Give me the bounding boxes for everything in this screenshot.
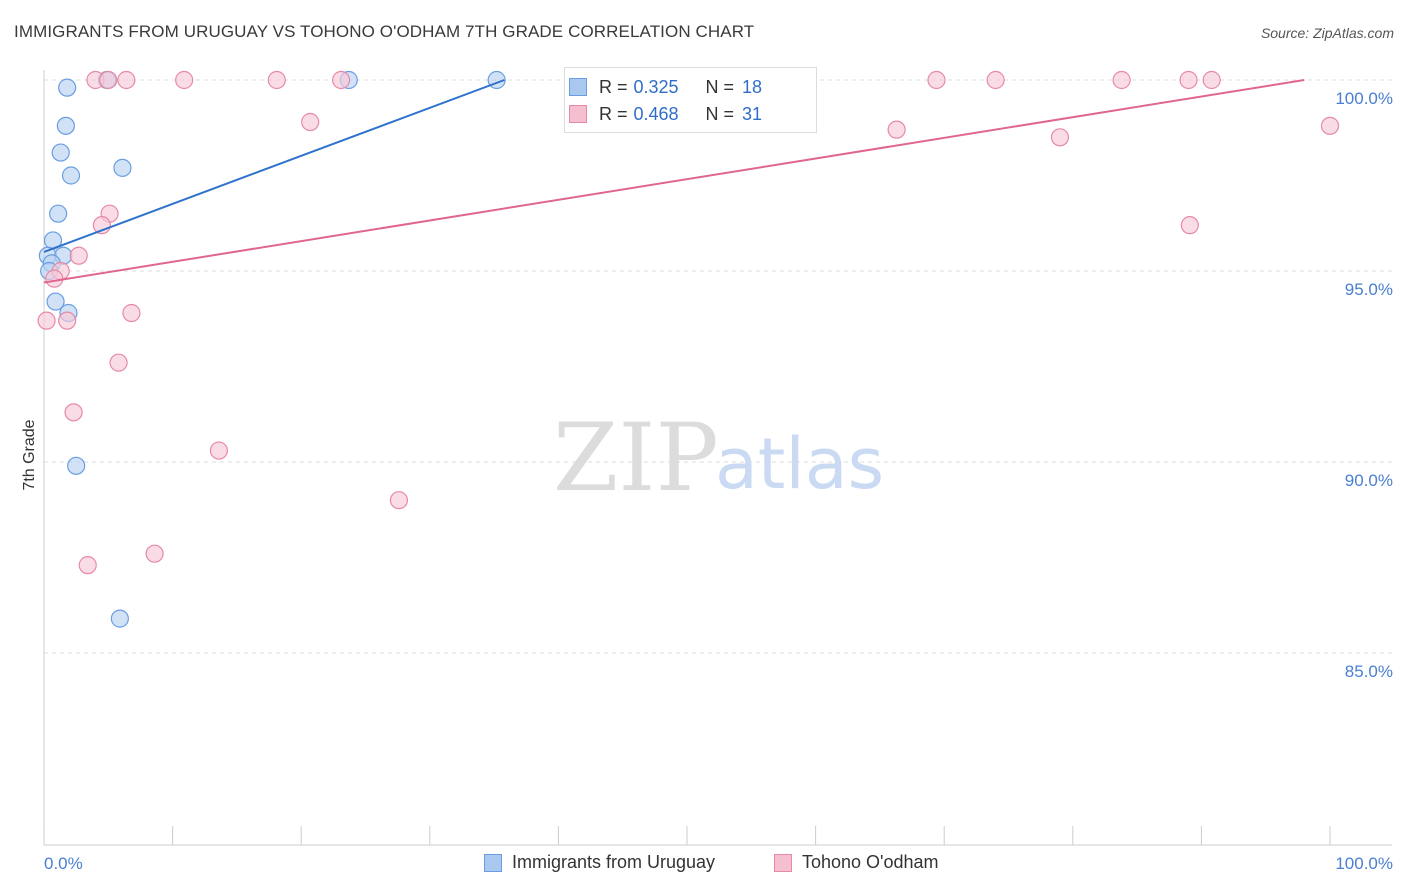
bottom-legend: Immigrants from Uruguay Tohono O'odham xyxy=(0,852,1406,878)
stats-r-value: 0.325 xyxy=(633,76,679,97)
watermark-zip: ZIP xyxy=(553,404,719,513)
trend-line xyxy=(43,79,505,253)
data-point xyxy=(175,70,194,90)
data-point xyxy=(1202,70,1221,90)
data-point xyxy=(1179,70,1198,90)
data-point xyxy=(64,403,83,422)
data-point xyxy=(927,70,946,90)
stats-n-label: N = xyxy=(705,103,735,124)
stats-r-value: 0.468 xyxy=(633,103,679,124)
data-point xyxy=(1112,70,1131,90)
y-tick-label: 95.0% xyxy=(1345,280,1393,299)
data-point xyxy=(1180,216,1199,235)
data-point xyxy=(110,609,129,628)
legend-swatch-tohono xyxy=(774,853,792,872)
y-tick-label: 85.0% xyxy=(1345,662,1393,681)
y-axis-label: 7th Grade xyxy=(21,419,38,490)
trend-lines xyxy=(43,79,1305,284)
gridlines xyxy=(44,79,1392,654)
data-point xyxy=(49,204,68,223)
y-tick-label: 100.0% xyxy=(1335,89,1393,108)
legend-swatch-uruguay xyxy=(484,853,502,872)
stats-row-uruguay: R = 0.325 N = 18 xyxy=(569,74,763,100)
legend-label-tohono: Tohono O'odham xyxy=(802,852,939,872)
data-point xyxy=(113,158,132,177)
data-point xyxy=(37,311,56,330)
watermark-atlas: atlas xyxy=(715,423,884,505)
data-point xyxy=(58,78,77,97)
stats-legend: R = 0.325 N = 18 R = 0.468 N = 31 xyxy=(564,67,817,133)
data-point xyxy=(67,456,86,475)
data-point xyxy=(69,246,88,265)
data-point xyxy=(78,556,97,575)
legend-label-uruguay: Immigrants from Uruguay xyxy=(512,852,716,872)
tick-labels: 85.0% 90.0% 95.0% 100.0% 0.0% 100.0% xyxy=(44,89,1393,873)
data-point xyxy=(58,311,77,330)
y-tick-label: 90.0% xyxy=(1345,471,1393,490)
x-tick-label: 0.0% xyxy=(44,854,83,873)
data-point xyxy=(1320,116,1340,135)
data-point xyxy=(51,143,70,162)
data-point xyxy=(46,292,65,311)
data-point xyxy=(389,491,409,510)
stats-row-tohono: R = 0.468 N = 31 xyxy=(569,101,763,127)
stats-n-value: 31 xyxy=(742,103,763,124)
stats-n-value: 18 xyxy=(742,76,763,97)
data-point xyxy=(109,353,128,372)
stats-swatch-uruguay xyxy=(569,78,587,96)
x-tick-label: 100.0% xyxy=(1335,854,1393,873)
stats-r-label: R = xyxy=(599,103,628,124)
data-point xyxy=(45,269,64,288)
chart-title: IMMIGRANTS FROM URUGUAY VS TOHONO O'ODHA… xyxy=(14,22,755,41)
axes xyxy=(43,70,1392,846)
source-label: Source: ZipAtlas.com xyxy=(1260,25,1394,41)
data-points xyxy=(37,70,1340,628)
data-point xyxy=(331,70,351,90)
watermark: ZIP atlas xyxy=(553,404,884,513)
legend-item-uruguay[interactable]: Immigrants from Uruguay xyxy=(484,852,715,873)
data-point xyxy=(145,544,164,563)
data-point xyxy=(986,70,1005,90)
data-point xyxy=(301,112,320,132)
data-point xyxy=(61,166,81,185)
data-point xyxy=(56,116,75,135)
legend-item-tohono[interactable]: Tohono O'odham xyxy=(774,852,939,873)
trend-line xyxy=(43,79,1305,284)
data-point xyxy=(887,120,906,139)
data-point xyxy=(117,70,136,90)
data-point xyxy=(209,441,228,460)
data-point xyxy=(99,70,118,90)
stats-n-label: N = xyxy=(705,76,735,97)
data-point xyxy=(267,70,286,90)
data-point xyxy=(122,303,141,323)
data-point xyxy=(1050,128,1070,147)
stats-swatch-tohono xyxy=(569,105,587,123)
stats-r-label: R = xyxy=(599,76,628,97)
